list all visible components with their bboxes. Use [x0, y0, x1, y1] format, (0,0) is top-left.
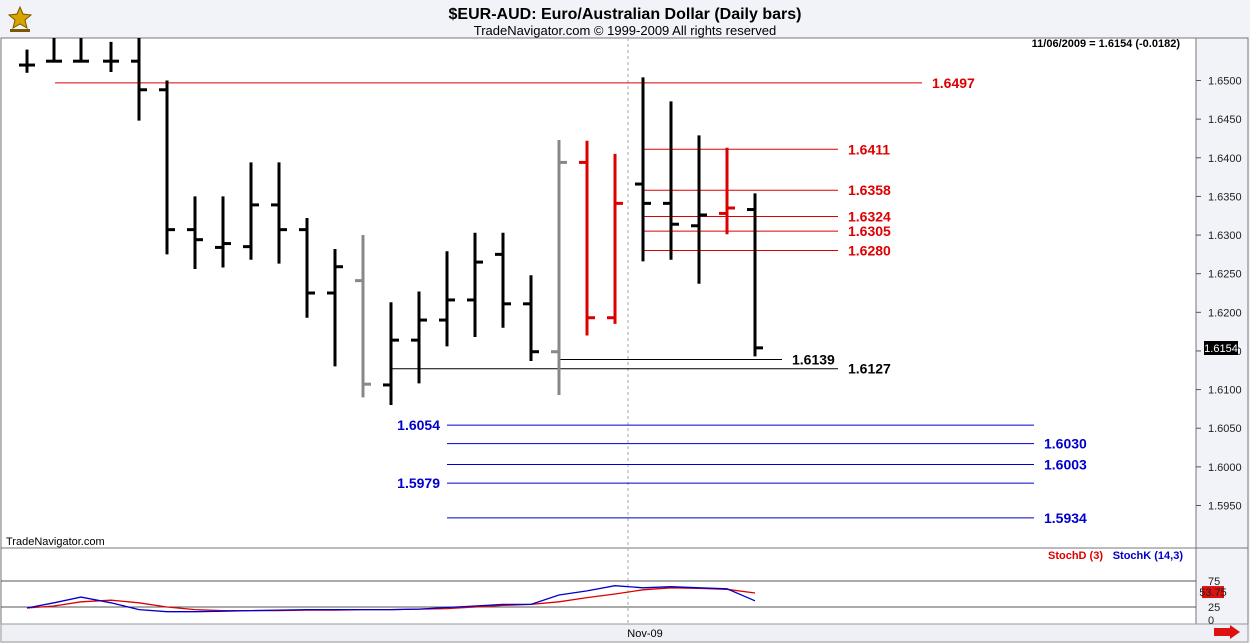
legend-stochd: StochD (3) [1048, 550, 1103, 562]
price-bar [411, 291, 427, 384]
indicator-axis [1195, 547, 1249, 625]
price-tick-label: 1.6400 [1208, 153, 1242, 165]
indicator-panel [0, 547, 1197, 625]
header: $EUR-AUD: Euro/Australian Dollar (Daily … [449, 6, 802, 38]
level-label: 1.6030 [1044, 436, 1087, 452]
level-label: 1.5934 [1044, 510, 1087, 526]
legend-stochk: StochK (14,3) [1113, 550, 1184, 562]
last-price-label: 1.6154 [1204, 343, 1238, 355]
price-bar [523, 275, 539, 361]
price-tick-label: 1.6050 [1208, 423, 1242, 435]
level-label: 1.6054 [397, 417, 440, 433]
price-bar [46, 38, 62, 63]
price-bar [159, 80, 175, 255]
indicator-tick-label: 25 [1208, 602, 1220, 614]
price-bar [187, 196, 203, 270]
price-bars-layer [19, 38, 763, 406]
indicator-last-label: 53.75 [1199, 587, 1227, 599]
red-arrow-right-icon[interactable] [1214, 625, 1240, 639]
price-tick-label: 1.6100 [1208, 385, 1242, 397]
price-bar [299, 218, 315, 318]
price-bar [355, 235, 371, 398]
brand-watermark: TradeNavigator.com [6, 536, 105, 548]
price-bar [383, 302, 399, 406]
price-bar [607, 153, 623, 324]
price-tick-label: 1.6500 [1208, 76, 1242, 88]
price-bar [635, 77, 651, 262]
price-bar [467, 232, 483, 338]
level-label: 1.6280 [848, 243, 891, 259]
level-label: 1.6003 [1044, 457, 1087, 473]
indicator-last-box [1202, 586, 1224, 599]
level-label: 1.6305 [848, 223, 891, 239]
level-label: 1.6324 [848, 209, 891, 225]
price-bar [73, 38, 89, 63]
level-label: 1.6127 [848, 361, 891, 377]
price-panel [0, 37, 1197, 549]
price-tick-label: 1.6450 [1208, 114, 1242, 126]
price-bar [215, 196, 231, 268]
price-bar [327, 248, 343, 367]
price-bar [663, 101, 679, 260]
time-axis [0, 623, 1249, 643]
price-bar [579, 140, 595, 336]
price-bar [551, 140, 567, 395]
indicator-series-line [26, 585, 756, 613]
tradenavigator-logo-icon[interactable] [4, 4, 36, 34]
price-tick-label: 1.6000 [1208, 462, 1242, 474]
price-bar [719, 147, 735, 235]
level-label: 1.6139 [792, 351, 835, 367]
last-price-box [1204, 341, 1238, 355]
chart-subtitle: TradeNavigator.com © 1999-2009 All right… [474, 23, 776, 38]
price-bar [243, 162, 259, 260]
level-label: 1.5979 [397, 475, 440, 491]
price-tick-label: 1.6350 [1208, 191, 1242, 203]
price-bar [747, 193, 763, 357]
indicator-axis-ticks: 75 250 53.75 [1199, 576, 1227, 627]
chart-title: $EUR-AUD: Euro/Australian Dollar (Daily … [449, 6, 802, 23]
price-bar [131, 38, 147, 121]
level-label: 1.6358 [848, 182, 891, 198]
price-tick-label: 1.6300 [1208, 230, 1242, 242]
price-tick-label: 1.5950 [1208, 501, 1242, 513]
level-label: 1.6411 [848, 141, 890, 157]
price-bar [691, 135, 707, 284]
price-bar [103, 41, 119, 72]
indicator-lines-layer [1, 580, 1196, 613]
price-bar [19, 49, 35, 73]
price-tick-label: 1.6250 [1208, 269, 1242, 281]
indicator-tick-label: 0 [1208, 615, 1214, 627]
price-tick-label: 1.6200 [1208, 307, 1242, 319]
price-bar [439, 251, 455, 347]
price-bar [495, 232, 511, 328]
indicator-tick-label: 75 [1208, 576, 1220, 588]
level-label: 1.6497 [932, 75, 975, 91]
last-bar-info: 11/06/2009 = 1.6154 (-0.0182) [1032, 38, 1181, 50]
x-axis-label: Nov-09 [627, 628, 662, 640]
price-bar [271, 162, 287, 264]
